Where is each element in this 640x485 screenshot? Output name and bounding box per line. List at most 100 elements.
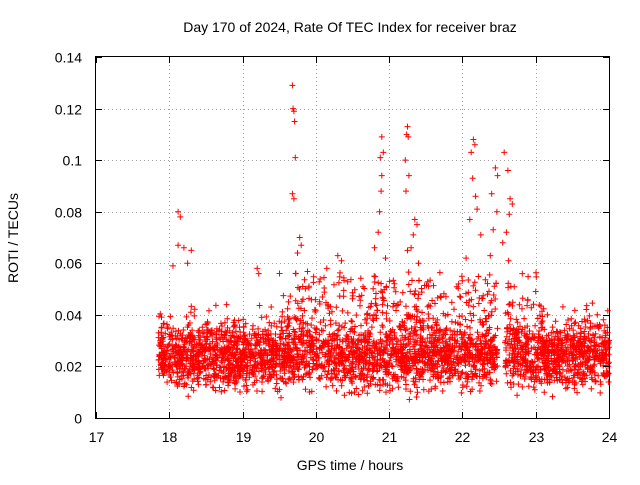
data-point [389,375,396,382]
x-tick-label: 19 [236,429,252,445]
data-point [530,384,537,391]
data-point [188,303,195,310]
data-point [164,379,171,386]
data-point [464,323,471,330]
data-point [166,359,173,366]
data-point [250,322,256,329]
data-point [383,389,389,396]
data-point [357,302,363,309]
data-point [300,319,307,326]
data-point [476,367,483,374]
data-point [240,324,247,331]
y-tick-label: 0.06 [55,256,82,272]
data-point [313,353,319,360]
data-point [503,359,510,365]
data-point [329,342,336,349]
data-point [341,392,348,399]
data-point [170,325,177,332]
data-point [439,367,446,374]
data-point [457,294,464,301]
data-point [548,336,555,342]
data-point [156,372,163,379]
data-point [474,329,481,336]
data-point [345,357,352,363]
data-point [217,364,224,371]
data-point [471,279,478,286]
data-point [233,379,240,386]
data-point [407,330,414,337]
data-point [359,387,366,394]
data-point [392,288,399,295]
data-point [280,330,287,337]
data-point [162,330,169,337]
data-point [465,289,472,296]
data-point [213,331,219,338]
data-point [361,350,368,357]
data-point [204,336,211,343]
data-point [185,393,192,400]
data-point [574,389,581,396]
data-point [357,275,364,282]
data-point [352,373,359,380]
data-point [592,377,599,384]
data-point [300,358,307,365]
data-point [605,379,612,385]
data-point [544,311,551,318]
y-tick-label: 0.14 [55,50,82,66]
data-point [172,358,179,365]
data-point [290,362,297,369]
data-point [537,312,543,319]
data-point [241,346,248,353]
data-point [605,359,612,366]
data-point [470,312,477,319]
data-point [194,378,201,385]
data-point [341,365,348,372]
x-tick-label: 21 [382,429,398,445]
data-point [409,277,415,284]
data-point [410,329,417,336]
data-point [329,382,336,389]
x-tick-label: 24 [602,429,618,445]
data-point [586,312,593,319]
data-point [443,326,449,333]
data-point [248,335,255,342]
data-point [180,327,187,333]
data-point [534,339,541,346]
data-point [232,377,239,384]
data-point [308,322,315,329]
data-point [377,382,384,389]
data-point [276,386,283,393]
data-point [563,339,570,346]
data-point [521,315,528,322]
data-point [171,354,178,361]
data-point [467,324,473,331]
data-point [235,317,242,324]
data-point [273,323,280,330]
data-point [218,320,224,327]
data-point [375,279,382,286]
data-point [211,366,218,373]
data-point [199,330,206,337]
data-point [207,351,214,357]
x-tick-label: 23 [529,429,545,445]
data-point [528,374,535,381]
data-point [342,320,349,327]
data-point [347,276,354,283]
data-point [504,324,510,331]
data-point [195,353,202,360]
data-point [158,324,165,331]
data-point [178,375,185,382]
data-point [287,293,294,300]
data-point [333,371,340,378]
data-point [523,349,530,356]
data-point [561,327,568,334]
data-point [513,316,520,323]
data-point [427,377,433,384]
data-point [361,384,368,390]
data-point [287,376,294,383]
data-point [571,381,578,388]
data-point [237,389,243,395]
data-point [155,329,162,336]
data-point [232,328,239,335]
data-point [351,389,358,396]
